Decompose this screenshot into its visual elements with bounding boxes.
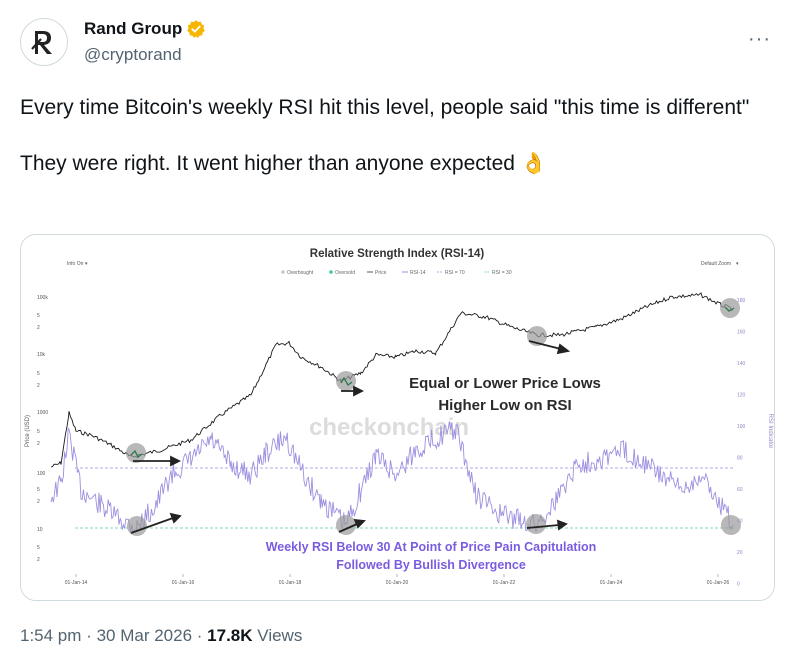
y-right-tick-label: 60 [737, 487, 743, 493]
display-name[interactable]: Rand Group [84, 19, 183, 38]
y-right-tick-label: 100 [737, 424, 746, 430]
y-left-label: Price (USD) [25, 415, 31, 447]
y-right-tick-label: 120 [737, 393, 746, 399]
x-tick-label: 01-Jan-18 [279, 580, 302, 586]
y-left-tick-label: 2 [37, 441, 40, 447]
annotation-rsi-below-30: Weekly RSI Below 30 At Point of Price Pa… [266, 540, 597, 554]
y-left-tick-label: 2 [37, 557, 40, 563]
verified-badge-icon [187, 20, 205, 38]
rsi-low-circle-2026 [721, 515, 741, 535]
tweet-media-image[interactable]: Info On ▾ Default Zoom ▾ Relative Streng… [20, 234, 775, 601]
y-left-tick-label: 2 [37, 325, 40, 331]
x-tick-label: 01-Jan-20 [386, 580, 409, 586]
zoom-dropdown-icon: ▾ [736, 261, 739, 267]
y-right-tick-label: 80 [737, 456, 743, 462]
y-right-tick-label: 180 [737, 298, 746, 304]
y-left-tick-label: 2 [37, 499, 40, 505]
chart-legend: Overbought Oversold Price RSI-14 RSI = 70 RSI… [281, 270, 512, 276]
y-right-tick-label: 0 [737, 582, 740, 588]
rsi-14-series [50, 421, 734, 534]
y-left-tick-label: 5 [37, 487, 40, 493]
oversold-marker-2018 [340, 376, 353, 386]
rsi-arrow-2018 [338, 523, 358, 533]
price-series [50, 292, 734, 468]
oversold-marker-2026 [724, 306, 735, 312]
meta-separator: · [86, 626, 92, 645]
legend-item: RSI = 30 [492, 270, 512, 276]
legend-swatch [281, 270, 285, 274]
tweet-meta: 1:54 pm · 30 Mar 2026 · 17.8K Views [20, 626, 302, 646]
rsi-arrow-2022 [526, 524, 560, 529]
y-left-tick-label: 100k [37, 295, 48, 301]
tweet-text: Every time Bitcoin's weekly RSI hit this… [20, 96, 750, 175]
handle[interactable]: @cryptorand [84, 45, 182, 64]
rsi-low-circle-2022 [526, 514, 546, 534]
oversold-marker-2015 [130, 449, 143, 458]
views-count: 17.8K [207, 626, 253, 645]
tweet-time[interactable]: 1:54 pm [20, 626, 82, 645]
y-right-tick-label: 20 [737, 550, 743, 556]
y-right-tick-label: 160 [737, 330, 746, 336]
watermark: checkonchain [309, 414, 469, 441]
x-tick-label: 01-Jan-16 [172, 580, 195, 586]
tweet-date[interactable]: 30 Mar 2026 [96, 626, 193, 645]
y-left-tick-label: 5 [37, 371, 40, 377]
rand-logo-icon [31, 31, 52, 54]
more-icon[interactable]: ··· [748, 28, 771, 50]
info-toggle: Info On [67, 261, 84, 267]
x-ticks: 01-Jan-14 01-Jan-16 01-Jan-18 01-Jan-20 01-J… [65, 574, 730, 586]
rsi-arrow-2015 [130, 517, 174, 534]
y-right-tick-label: 140 [737, 361, 746, 367]
y-left-ticks: 100k 5 2 10k 5 2 1000 5 2 100 5 2 10 5 2 [37, 295, 48, 563]
rsi-low-circle-2015 [127, 516, 147, 536]
x-tick-label: 01-Jan-22 [493, 580, 516, 586]
price-arrow-2022 [528, 340, 562, 350]
legend-item: Price [375, 270, 387, 276]
legend-swatch [329, 270, 333, 274]
y-left-tick-label: 10k [37, 352, 46, 358]
annotation-higher-low: Higher Low on RSI [438, 397, 571, 414]
views-label: Views [257, 626, 303, 645]
y-left-tick-label: 1000 [37, 410, 48, 416]
info-dropdown-icon: ▾ [85, 261, 88, 267]
annotation-bullish-divergence: Followed By Bullish Divergence [336, 558, 526, 572]
y-left-tick-label: 5 [37, 429, 40, 435]
x-tick-label: 01-Jan-24 [600, 580, 623, 586]
legend-item: RSI = 70 [445, 270, 465, 276]
y-left-tick-label: 5 [37, 313, 40, 319]
avatar[interactable] [20, 18, 68, 66]
annotation-price-lows: Equal or Lower Price Lows [409, 375, 601, 392]
rsi-chart-image: Info On ▾ Default Zoom ▾ Relative Streng… [21, 235, 774, 600]
y-left-tick-label: 100 [37, 471, 46, 477]
y-left-tick-label: 10 [37, 527, 43, 533]
y-left-tick-label: 5 [37, 545, 40, 551]
y-right-label: RSI Indicator [767, 414, 773, 449]
rsi-low-circle-2018 [336, 515, 356, 535]
x-tick-label: 01-Jan-14 [65, 580, 88, 586]
zoom-toggle: Default Zoom [701, 261, 731, 267]
author-name-row[interactable]: Rand Group [84, 19, 206, 39]
meta-separator: · [196, 626, 203, 645]
y-left-tick-label: 2 [37, 383, 40, 389]
legend-item: RSI-14 [410, 270, 426, 276]
price-low-circle-2026 [720, 298, 740, 318]
legend-item: Oversold [335, 270, 355, 276]
x-tick-label: 01-Jan-26 [707, 580, 730, 586]
legend-item: Overbought [287, 270, 314, 276]
chart-title: Relative Strength Index (RSI-14) [310, 248, 485, 260]
